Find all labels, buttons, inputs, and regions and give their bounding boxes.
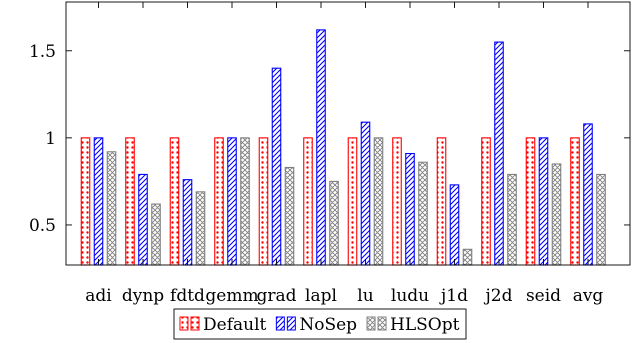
bar-hlsopt-grad	[284, 166, 295, 266]
bar-default-dynp	[125, 137, 135, 266]
bar-default-gemm	[214, 137, 224, 266]
bar-default-ludu	[392, 137, 402, 266]
x-category-label: seid	[526, 286, 561, 306]
bar-default-lu	[347, 137, 358, 266]
legend-label-hlsopt: HLSOpt	[390, 315, 460, 335]
plot-area	[80, 29, 606, 266]
bar-nosep-dynp	[138, 173, 148, 266]
x-category-label: gemm	[205, 286, 258, 306]
bar-nosep-avg	[583, 123, 593, 266]
x-category-label: adi	[85, 286, 112, 306]
bar-nosep-seid	[538, 137, 549, 266]
bar-nosep-j1d	[449, 184, 460, 266]
bar-hlsopt-j2d	[507, 173, 517, 266]
y-tick-label: 1	[45, 129, 56, 149]
x-category-label: avg	[573, 286, 604, 306]
bar-default-seid	[525, 137, 536, 266]
legend-swatch-hlsopt	[366, 316, 376, 331]
x-category-label: lu	[357, 286, 373, 306]
bar-nosep-ludu	[405, 152, 415, 266]
bar-default-fdtd	[169, 137, 180, 266]
bar-default-grad	[258, 137, 269, 266]
bar-hlsopt-seid	[551, 163, 562, 266]
legend-label-default: Default	[203, 315, 267, 335]
bar-default-j1d	[436, 137, 447, 266]
bar-nosep-lu	[360, 121, 371, 266]
x-category-label: fdtd	[170, 286, 205, 306]
legend-swatch-nosep-2	[286, 316, 296, 331]
bar-hlsopt-adi	[106, 151, 117, 266]
bar-nosep-adi	[93, 137, 104, 266]
y-tick-label: 1.5	[29, 42, 56, 62]
legend-swatch-default-2	[190, 316, 200, 331]
x-category-label: grad	[256, 286, 296, 306]
bar-nosep-lapl	[316, 29, 326, 266]
bar-hlsopt-lapl	[329, 180, 339, 266]
legend-swatch-hlsopt-2	[377, 316, 387, 331]
bar-default-j2d	[481, 137, 491, 266]
x-category-label: dynp	[122, 286, 164, 306]
bar-hlsopt-lu	[373, 137, 384, 266]
legend-swatch-default	[179, 316, 189, 331]
legend-swatch-nosep	[275, 316, 285, 331]
bar-nosep-gemm	[227, 137, 237, 266]
bar-hlsopt-avg	[596, 173, 606, 266]
x-category-label: lapl	[305, 286, 337, 306]
legend: Default NoSep HLSOpt	[173, 308, 467, 340]
bar-default-adi	[80, 137, 91, 266]
bar-nosep-j2d	[494, 41, 504, 266]
bar-nosep-fdtd	[182, 179, 193, 266]
bar-nosep-grad	[271, 67, 282, 266]
x-category-label: j1d	[439, 286, 468, 306]
x-category-label: ludu	[391, 286, 429, 306]
x-category-label: j2d	[484, 286, 513, 306]
bar-default-lapl	[303, 137, 313, 266]
bar-hlsopt-j1d	[462, 248, 473, 266]
bar-default-avg	[570, 137, 580, 266]
legend-label-nosep: NoSep	[299, 315, 357, 335]
axes-frame	[65, 1, 631, 266]
bar-hlsopt-fdtd	[195, 191, 206, 266]
legend-box	[173, 308, 467, 340]
bar-hlsopt-ludu	[418, 161, 428, 266]
y-tick-label: 0.5	[29, 216, 56, 236]
bar-hlsopt-gemm	[240, 137, 250, 266]
bar-hlsopt-dynp	[151, 203, 161, 266]
